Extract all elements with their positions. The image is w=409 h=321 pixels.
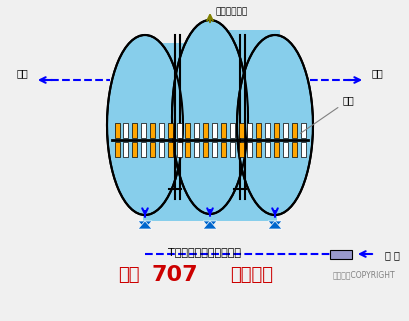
Bar: [124, 142, 128, 157]
Polygon shape: [268, 221, 282, 229]
Bar: [132, 123, 137, 138]
Bar: [221, 142, 226, 157]
Bar: [247, 142, 252, 157]
Bar: [141, 142, 146, 157]
Bar: [274, 142, 279, 157]
Bar: [238, 142, 243, 157]
Text: 东方仿真COPYRIGHT: 东方仿真COPYRIGHT: [333, 271, 395, 280]
Bar: [115, 123, 119, 138]
Text: T型氧化沟系统工艺流程: T型氧化沟系统工艺流程: [169, 247, 241, 257]
Bar: [203, 123, 208, 138]
Bar: [159, 123, 164, 138]
Bar: [177, 142, 182, 157]
Bar: [177, 123, 182, 138]
Ellipse shape: [172, 20, 248, 214]
Bar: [150, 142, 155, 157]
Bar: [194, 123, 199, 138]
Bar: [229, 123, 235, 138]
Text: 707: 707: [152, 265, 198, 285]
Bar: [256, 142, 261, 157]
Bar: [159, 142, 164, 157]
Bar: [265, 123, 270, 138]
Polygon shape: [138, 221, 152, 229]
Bar: [194, 142, 199, 157]
Bar: [274, 123, 279, 138]
Bar: [141, 123, 146, 138]
Bar: [143, 43, 277, 221]
Bar: [124, 123, 128, 138]
Polygon shape: [268, 221, 282, 229]
Polygon shape: [138, 221, 152, 229]
Text: 化工: 化工: [119, 266, 140, 284]
FancyBboxPatch shape: [140, 45, 215, 205]
Bar: [168, 142, 173, 157]
Bar: [292, 123, 297, 138]
Bar: [229, 142, 235, 157]
Bar: [256, 123, 261, 138]
Bar: [238, 123, 243, 138]
Bar: [203, 142, 208, 157]
Bar: [330, 250, 352, 259]
FancyBboxPatch shape: [205, 30, 280, 204]
Bar: [185, 142, 190, 157]
Bar: [283, 123, 288, 138]
Bar: [265, 142, 270, 157]
Polygon shape: [203, 221, 217, 229]
Polygon shape: [203, 221, 217, 229]
Bar: [301, 123, 306, 138]
Bar: [221, 123, 226, 138]
Bar: [115, 142, 119, 157]
Ellipse shape: [107, 35, 183, 215]
Bar: [212, 123, 217, 138]
Text: 出水: 出水: [372, 68, 384, 78]
Ellipse shape: [237, 35, 313, 215]
Bar: [150, 123, 155, 138]
Text: 剩余污泥排放: 剩余污泥排放: [215, 7, 247, 16]
Text: 出水: 出水: [16, 68, 28, 78]
Bar: [212, 142, 217, 157]
Bar: [301, 142, 306, 157]
Text: 转刷: 转刷: [300, 95, 355, 134]
Bar: [292, 142, 297, 157]
Bar: [185, 123, 190, 138]
Bar: [168, 123, 173, 138]
Text: 剪辑制作: 剪辑制作: [230, 266, 273, 284]
Bar: [247, 123, 252, 138]
Bar: [283, 142, 288, 157]
Text: 进 水: 进 水: [385, 250, 400, 260]
Bar: [132, 142, 137, 157]
